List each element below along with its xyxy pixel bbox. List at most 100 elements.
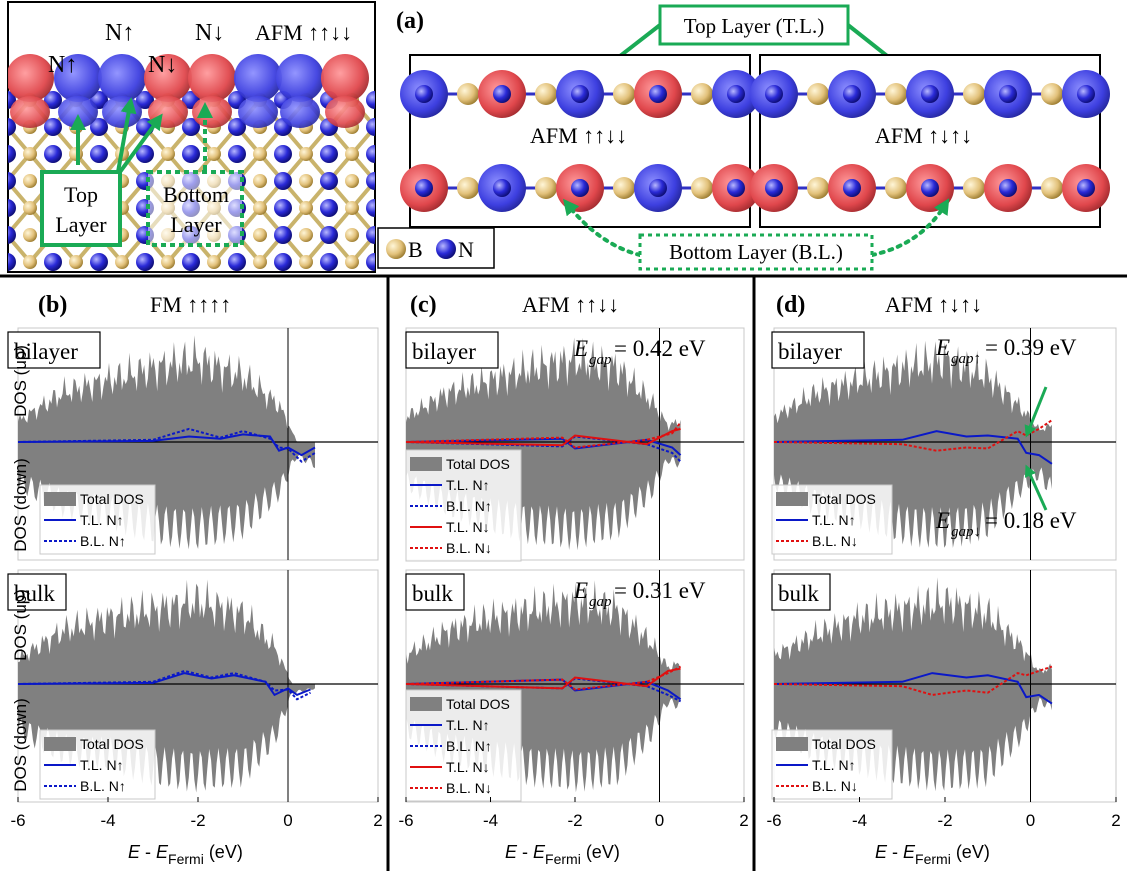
sublabel-text: bulk [412, 581, 453, 606]
x-tick-label: 0 [655, 811, 664, 830]
boron-atom [299, 255, 313, 269]
boron-atom [691, 177, 713, 199]
label-n-up-2: N↑ [105, 20, 134, 46]
sublabel: bilayer [7, 331, 101, 369]
svg-text:= 0.18 eV: = 0.18 eV [985, 508, 1077, 533]
dos-chart: bulk Total DOS T.L. N↑ B.L. N↓ -6 -4 -2 0 2 E - E… [766, 569, 1121, 867]
nitrogen-atom [136, 145, 154, 163]
bond [373, 123, 375, 127]
svg-text:E: E [935, 335, 950, 360]
nitrogen-atom [649, 85, 667, 103]
boron-atom [963, 83, 985, 105]
nitrogen-atom [843, 179, 861, 197]
nitrogen-atom [649, 179, 667, 197]
boron-atom [345, 255, 359, 269]
dos-chart: bilayer Total DOS T.L. N↑ B.L. N↓ [771, 327, 1117, 561]
sublabel: bilayer [771, 331, 865, 369]
legend: Total DOS T.L. N↑ B.L. N↓ [771, 484, 893, 555]
legend-label: Total DOS [446, 456, 510, 472]
nitrogen-atom [921, 179, 939, 197]
bond [8, 127, 9, 129]
bottom-caption-arrow-left [563, 198, 642, 257]
bond [373, 127, 375, 131]
boron-atom [691, 83, 713, 105]
dos-panels: bilayer Total DOS T.L. N↑ B.L. N↑ bulk Total … [7, 327, 1121, 867]
nitrogen-atom [228, 118, 246, 136]
dos-chart: bulk Total DOS T.L. N↑ B.L. N↑ -6 -4 -2 0 2 E - E… [7, 569, 383, 867]
boron-atom [345, 147, 359, 161]
boron-atom [207, 147, 221, 161]
ylabel-dos-down-1: DOS (down) [11, 458, 30, 552]
nitrogen-atom [228, 145, 246, 163]
svg-text:E: E [573, 336, 588, 361]
x-tick-label: -6 [10, 811, 25, 830]
spin-up-orbital [234, 54, 282, 102]
ylabel-dos-down-2: DOS (down) [11, 698, 30, 792]
bottom-layer-box [146, 170, 244, 247]
boron-atom [299, 201, 313, 215]
legend-label: T.L. N↑ [80, 757, 124, 773]
spin-up-orbital [276, 54, 324, 102]
nitrogen-atom [136, 91, 154, 109]
boron-atom [535, 177, 557, 199]
legend-label: B.L. N↓ [812, 533, 858, 549]
boron-atom [253, 201, 267, 215]
dos-series-line [405, 427, 681, 447]
structure-panel: N↑ N↑ N↓ N↓ AFM ↑↑↓↓ Top Layer Bottom La… [7, 1, 376, 273]
nitrogen-atom [765, 85, 783, 103]
nitrogen-atom [274, 253, 292, 271]
spin-down-orbital [192, 96, 232, 128]
x-tick-label: -2 [937, 811, 952, 830]
nitrogen-atom [228, 253, 246, 271]
gap-label-c-bulk: E gap = 0.31 eV [573, 578, 706, 610]
x-axis-label: E - EFermi (eV) [505, 842, 620, 867]
panel-a-letter: (a) [396, 8, 424, 34]
nitrogen-atom [493, 85, 511, 103]
panel-c-title: AFM ↑↑↓↓ [522, 292, 619, 317]
boron-atom [299, 174, 313, 188]
x-tick-label: -6 [766, 811, 781, 830]
panel-d-letter: (d) [776, 292, 805, 318]
bond [8, 181, 9, 183]
total-dos-up-area [406, 580, 681, 684]
side-view-right-label: AFM ↑↓↑↓ [875, 123, 972, 148]
boron-atom [253, 255, 267, 269]
legend: Total DOS T.L. N↑ B.L. N↑ T.L. N↓ B.L. N↓ [405, 449, 522, 562]
side-view-left-label: AFM ↑↑↓↓ [530, 123, 627, 148]
nitrogen-atom [274, 172, 292, 190]
label-n-down-2: N↓ [195, 20, 224, 46]
sublabel-text: bilayer [14, 339, 78, 364]
sublabel: bulk [7, 573, 67, 611]
nitrogen-atom [8, 253, 16, 271]
nitrogen-atom [8, 199, 16, 217]
sublabel-text: bulk [778, 581, 819, 606]
bond [373, 181, 375, 185]
spin-density-orbitals [8, 54, 369, 128]
green-arrow-2 [116, 97, 137, 173]
gap-arrow-up [1024, 386, 1048, 438]
dos-series-line [405, 667, 681, 690]
legend-swatch-total [776, 492, 808, 506]
boron-atom [535, 83, 557, 105]
total-dos-down-area [18, 684, 315, 793]
green-arrow-3 [118, 113, 163, 174]
boron-atom [23, 147, 37, 161]
spin-up-orbital [58, 96, 98, 128]
boron-atom [253, 147, 267, 161]
boron-atom [807, 177, 829, 199]
boron-atom [69, 255, 83, 269]
dos-series-line [405, 421, 682, 449]
bottom-layer-caption-box [638, 233, 874, 271]
legend-label: B.L. N↑ [80, 778, 126, 794]
spin-up-orbital [280, 96, 320, 128]
dos-series-line [773, 672, 1053, 705]
legend: Total DOS T.L. N↑ B.L. N↓ [771, 729, 893, 800]
boron-atom [115, 255, 129, 269]
nitrogen-atom [415, 85, 433, 103]
nitrogen-atom [8, 226, 16, 244]
nitrogen-atom [765, 179, 783, 197]
panel-b-title: FM ↑↑↑↑ [150, 292, 231, 317]
sublabel-text: bilayer [778, 339, 842, 364]
x-tick-label: -2 [190, 811, 205, 830]
legend-label: T.L. N↓ [446, 519, 490, 535]
